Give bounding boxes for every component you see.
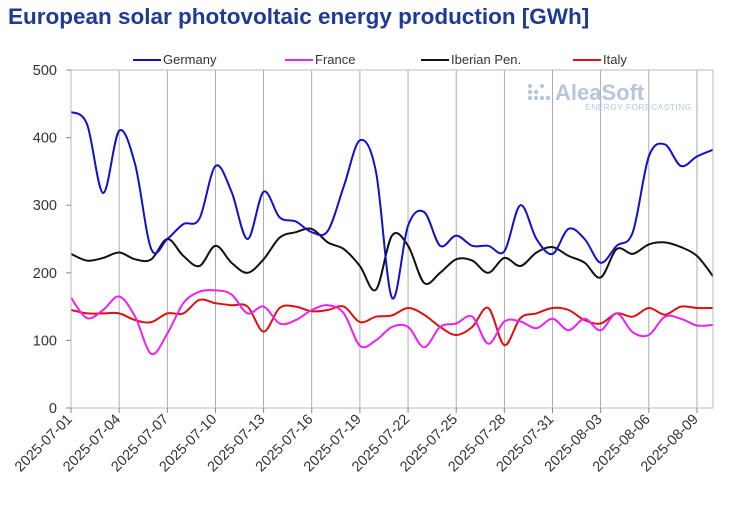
logo-dot — [527, 83, 533, 89]
logo-dot — [539, 83, 545, 89]
series-line-germany — [70, 110, 714, 300]
legend-item-iberian-pen: Iberian Pen. — [421, 52, 521, 67]
logo-wordmark: AleaSoft — [555, 80, 645, 105]
logo-dot — [545, 95, 551, 101]
logo-dot — [527, 95, 533, 101]
y-tick-label: 400 — [33, 131, 57, 147]
logo-dots-icon — [527, 83, 551, 101]
logo-dot — [533, 89, 539, 95]
legend-item-france: France — [285, 52, 355, 67]
logo-dot — [539, 95, 545, 101]
legend-label: Italy — [603, 52, 627, 67]
y-tick-label: 0 — [49, 401, 57, 417]
legend-item-italy: Italy — [573, 52, 627, 67]
series-lines — [70, 110, 714, 356]
legend-item-germany: Germany — [133, 52, 217, 67]
legend-label: Germany — [163, 52, 217, 67]
aleasoft-logo: AleaSoft ENERGY FORECASTING — [527, 80, 692, 112]
legend-label: Iberian Pen. — [451, 52, 521, 67]
plot-frame — [70, 69, 714, 409]
y-tick-label: 300 — [33, 198, 57, 214]
series-line-italy — [70, 298, 714, 347]
chart-title: European solar photovoltaic energy produ… — [8, 4, 590, 29]
series-line-france — [70, 289, 714, 356]
series-line-iberian-pen — [70, 227, 714, 292]
legend-label: France — [315, 52, 355, 67]
logo-tagline: ENERGY FORECASTING — [585, 102, 692, 112]
logo-dot — [533, 95, 539, 101]
logo-dot — [527, 89, 533, 95]
y-tick-label: 100 — [33, 333, 57, 349]
y-tick-label: 200 — [33, 266, 57, 282]
legend: Germany France Iberian Pen. Italy — [133, 52, 627, 67]
y-tick-label: 500 — [33, 63, 57, 79]
